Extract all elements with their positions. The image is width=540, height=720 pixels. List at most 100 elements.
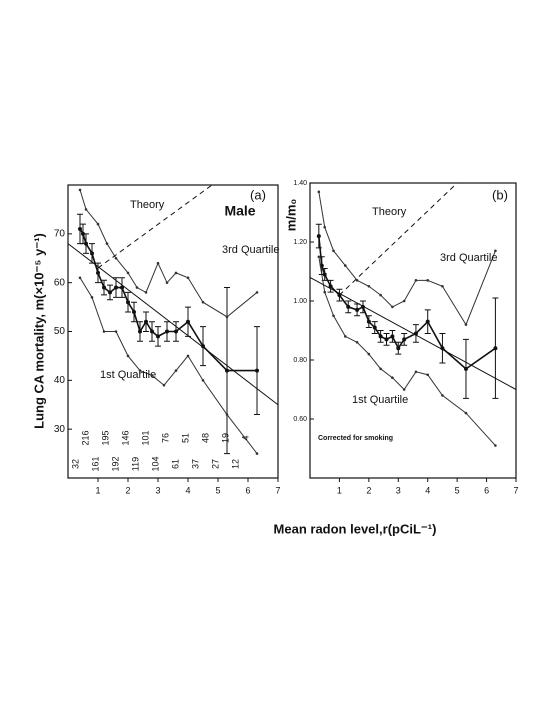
series-label: Theory — [372, 206, 407, 218]
data-point — [328, 284, 333, 289]
data-point — [494, 444, 497, 447]
series-line — [318, 256, 496, 446]
data-point — [464, 411, 468, 415]
count-label: 195 — [100, 430, 110, 445]
data-point — [225, 413, 229, 416]
y-tick-label: 40 — [54, 375, 66, 386]
data-point — [425, 319, 430, 324]
data-point — [150, 329, 154, 334]
panel-subtitle: Corrected for smoking — [318, 435, 393, 442]
x-tick-label: 7 — [275, 485, 280, 495]
x-tick-label: 6 — [484, 485, 489, 495]
data-point — [493, 346, 498, 351]
data-point — [96, 270, 100, 275]
x-tick-label: 2 — [125, 485, 130, 495]
x-tick-label: 3 — [396, 485, 401, 495]
data-point — [316, 234, 321, 239]
count-label: 37 — [190, 459, 200, 469]
count-label: 32 — [70, 459, 80, 469]
count-label: 48 — [200, 433, 210, 443]
data-point — [494, 249, 497, 253]
data-point — [102, 330, 106, 333]
data-point — [255, 452, 259, 455]
data-point — [367, 284, 371, 288]
count-label: 4 — [240, 435, 250, 440]
data-point — [323, 225, 327, 229]
series-label: 3rd Quartile — [440, 252, 497, 264]
data-point — [355, 307, 360, 312]
data-point — [90, 296, 94, 299]
count-label: 101 — [140, 430, 150, 445]
data-point — [323, 290, 327, 294]
data-point — [332, 314, 335, 318]
y-tick-label: 0.60 — [293, 416, 307, 423]
count-label: 161 — [90, 456, 100, 471]
data-point — [135, 286, 139, 289]
data-point — [150, 374, 154, 377]
data-point — [165, 329, 169, 334]
data-point — [201, 300, 205, 304]
x-tick-label: 1 — [337, 485, 342, 495]
data-point — [225, 368, 229, 373]
y-tick-label: 1.20 — [293, 239, 307, 246]
data-point — [84, 208, 88, 211]
data-point — [402, 299, 406, 303]
data-point — [186, 354, 190, 358]
data-point — [174, 271, 178, 275]
data-point — [174, 369, 178, 372]
x-tick-label: 1 — [95, 485, 100, 495]
data-point — [120, 285, 124, 290]
data-point — [174, 329, 178, 334]
y-tick-label: 30 — [54, 424, 66, 435]
data-point — [114, 256, 118, 260]
panel-label: (b) — [492, 187, 508, 202]
data-point — [255, 291, 259, 294]
data-point — [464, 323, 468, 326]
plot-frame — [309, 182, 517, 479]
y-axis-label: m/m₀ — [283, 199, 298, 232]
y-axis-label: Lung CA mortality, m(×10⁻⁵ y⁻¹) — [31, 233, 46, 429]
x-tick-label: 4 — [425, 485, 430, 495]
data-point — [225, 315, 229, 319]
data-point — [463, 366, 468, 371]
data-point — [366, 319, 371, 324]
y-tick-label: 1.40 — [293, 180, 307, 187]
data-point — [390, 334, 395, 339]
y-tick-label: 70 — [54, 228, 66, 239]
data-point — [441, 394, 444, 397]
series-label: 1st Quartile — [100, 369, 156, 381]
data-point — [144, 319, 148, 324]
y-tick-label: 60 — [54, 277, 66, 288]
count-label: 216 — [80, 430, 90, 445]
x-tick-label: 3 — [155, 485, 160, 495]
data-point — [322, 272, 327, 277]
data-point — [186, 319, 190, 324]
data-point — [402, 337, 407, 342]
data-point — [372, 325, 377, 330]
count-label: 12 — [230, 459, 240, 469]
data-point — [78, 226, 82, 231]
series-line — [97, 184, 213, 269]
data-point — [355, 279, 359, 282]
data-point — [90, 251, 94, 256]
data-point — [126, 300, 130, 305]
data-point — [255, 368, 259, 373]
data-point — [102, 285, 106, 290]
data-point — [355, 341, 359, 344]
x-tick-label: 4 — [185, 485, 190, 495]
data-point — [108, 290, 112, 295]
data-point — [402, 388, 406, 391]
data-point — [367, 352, 371, 356]
data-point — [384, 337, 389, 342]
count-label: 27 — [210, 459, 220, 469]
panel-subtitle: Male — [224, 203, 255, 219]
data-point — [114, 330, 118, 333]
series-line — [309, 276, 517, 390]
data-point — [126, 354, 130, 358]
data-point — [132, 309, 136, 314]
series-line — [339, 182, 458, 296]
series-line — [79, 277, 258, 454]
data-point — [414, 279, 418, 282]
data-point — [84, 241, 88, 246]
